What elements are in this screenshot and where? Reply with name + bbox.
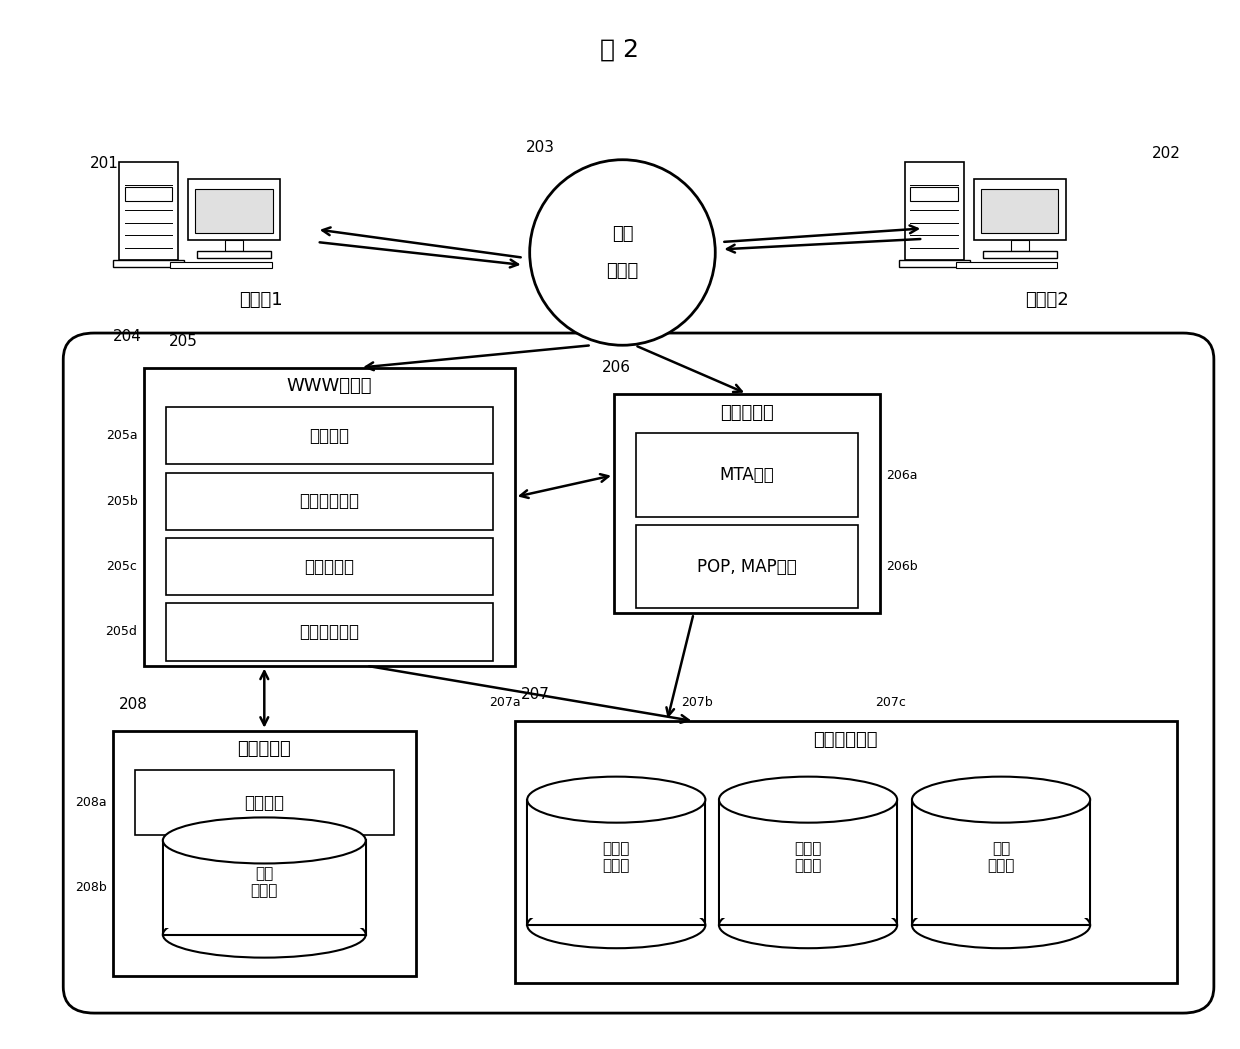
- FancyBboxPatch shape: [63, 333, 1214, 1013]
- Bar: [113, 730, 415, 977]
- Bar: [904, 163, 963, 260]
- Text: WWW服务器: WWW服务器: [286, 378, 372, 395]
- Bar: [164, 848, 365, 927]
- Bar: [719, 799, 897, 925]
- Bar: [188, 179, 280, 240]
- Text: POP, MAP程序: POP, MAP程序: [697, 558, 796, 576]
- Ellipse shape: [719, 776, 897, 822]
- Text: 收费
数据库: 收费 数据库: [250, 866, 278, 899]
- Text: 205d: 205d: [105, 625, 138, 639]
- Bar: [125, 187, 172, 201]
- Text: 邮件服务器: 邮件服务器: [720, 404, 774, 422]
- Text: 201: 201: [91, 156, 119, 171]
- Bar: [983, 251, 1056, 258]
- Text: 认证
数据库: 认证 数据库: [987, 841, 1014, 874]
- Bar: [636, 524, 858, 608]
- Text: 地址簿
数据库: 地址簿 数据库: [795, 841, 822, 874]
- Text: 206b: 206b: [887, 560, 918, 573]
- Bar: [119, 163, 179, 260]
- Bar: [113, 260, 184, 266]
- Text: 207a: 207a: [490, 695, 521, 709]
- Bar: [899, 260, 970, 266]
- Text: 208b: 208b: [74, 881, 107, 894]
- Bar: [528, 807, 704, 918]
- Bar: [981, 189, 1059, 233]
- Text: 204: 204: [113, 328, 141, 343]
- Text: 收费程序: 收费程序: [244, 794, 284, 812]
- Text: 图 2: 图 2: [600, 38, 640, 62]
- Text: 帐户生成程序: 帐户生成程序: [299, 623, 360, 641]
- Text: 207c: 207c: [875, 695, 905, 709]
- Text: 因特网: 因特网: [606, 262, 639, 280]
- Text: 数据库
服务器: 数据库 服务器: [603, 841, 630, 874]
- Text: 205a: 205a: [105, 429, 138, 443]
- Text: 地址簿程序: 地址簿程序: [304, 558, 355, 576]
- Text: 206a: 206a: [887, 469, 918, 481]
- Bar: [197, 251, 272, 258]
- Text: 203: 203: [526, 140, 554, 154]
- Text: 用户登录程序: 用户登录程序: [299, 492, 360, 510]
- Bar: [720, 807, 897, 918]
- Bar: [196, 189, 273, 233]
- Bar: [144, 367, 515, 666]
- Text: 客户机2: 客户机2: [1025, 291, 1069, 308]
- Text: 205: 205: [169, 334, 197, 348]
- Ellipse shape: [911, 776, 1090, 822]
- Ellipse shape: [529, 159, 715, 345]
- Ellipse shape: [162, 912, 366, 958]
- Text: 206: 206: [601, 360, 630, 374]
- Bar: [1011, 240, 1029, 252]
- Bar: [166, 538, 492, 595]
- Text: 208a: 208a: [74, 796, 107, 809]
- Text: MTA程序: MTA程序: [719, 466, 774, 484]
- Ellipse shape: [162, 817, 366, 863]
- Bar: [166, 407, 492, 465]
- Text: 客户机1: 客户机1: [239, 291, 283, 308]
- Bar: [527, 799, 706, 925]
- Text: 205b: 205b: [105, 495, 138, 508]
- Text: 202: 202: [1152, 146, 1180, 160]
- Bar: [636, 433, 858, 517]
- Bar: [973, 179, 1066, 240]
- Ellipse shape: [527, 902, 706, 948]
- Text: 数据库服务器: 数据库服务器: [813, 731, 878, 749]
- Bar: [135, 770, 393, 835]
- Bar: [515, 722, 1177, 983]
- Text: 208: 208: [119, 697, 148, 712]
- Bar: [956, 262, 1058, 269]
- Bar: [224, 240, 243, 252]
- Text: 网络: 网络: [611, 224, 634, 242]
- Text: 205c: 205c: [107, 560, 138, 573]
- Bar: [910, 187, 957, 201]
- Ellipse shape: [911, 902, 1090, 948]
- Bar: [166, 473, 492, 530]
- Text: 收费服务器: 收费服务器: [237, 741, 291, 758]
- Text: 207: 207: [521, 687, 549, 703]
- Bar: [614, 393, 880, 614]
- Bar: [162, 840, 366, 935]
- Bar: [911, 799, 1090, 925]
- Ellipse shape: [719, 902, 897, 948]
- Text: 认证程序: 认证程序: [309, 427, 350, 445]
- Ellipse shape: [527, 776, 706, 822]
- Bar: [166, 603, 492, 661]
- Bar: [170, 262, 272, 269]
- Bar: [913, 807, 1089, 918]
- Text: 207b: 207b: [681, 695, 713, 709]
